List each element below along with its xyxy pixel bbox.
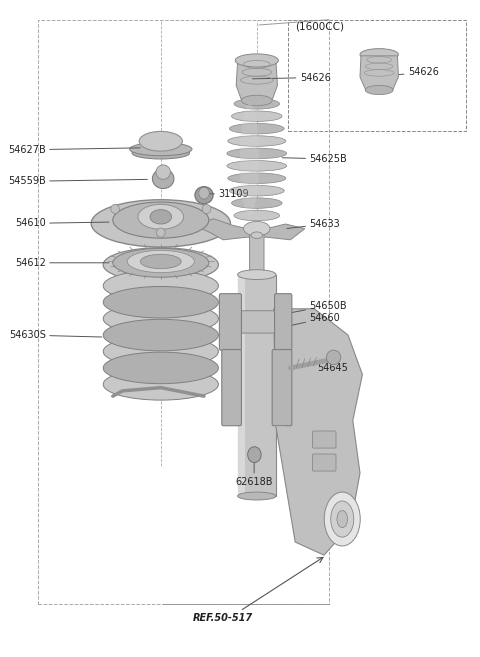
Ellipse shape	[229, 124, 284, 134]
Text: 54559B: 54559B	[8, 176, 147, 187]
Ellipse shape	[130, 143, 192, 156]
Ellipse shape	[331, 501, 354, 537]
Text: 54612: 54612	[15, 258, 109, 268]
Ellipse shape	[241, 95, 272, 106]
FancyBboxPatch shape	[312, 431, 336, 448]
Text: 54645: 54645	[317, 356, 348, 373]
Ellipse shape	[113, 202, 209, 238]
Text: REF.50-517: REF.50-517	[193, 612, 253, 623]
Ellipse shape	[240, 104, 259, 215]
Ellipse shape	[231, 111, 282, 122]
Text: 54633: 54633	[287, 219, 340, 229]
Ellipse shape	[227, 148, 287, 159]
FancyBboxPatch shape	[275, 294, 292, 350]
Ellipse shape	[156, 165, 170, 179]
Bar	[288, 20, 466, 131]
Polygon shape	[238, 275, 276, 496]
FancyBboxPatch shape	[312, 454, 336, 471]
Ellipse shape	[227, 160, 287, 171]
Ellipse shape	[199, 187, 209, 199]
Ellipse shape	[231, 198, 282, 208]
Ellipse shape	[228, 173, 286, 183]
FancyBboxPatch shape	[250, 233, 264, 278]
Ellipse shape	[326, 350, 341, 365]
Ellipse shape	[234, 99, 279, 109]
Ellipse shape	[156, 228, 165, 237]
Ellipse shape	[103, 286, 218, 318]
Ellipse shape	[365, 85, 393, 95]
Text: 54626: 54626	[390, 67, 439, 78]
Bar	[38, 20, 329, 604]
Ellipse shape	[234, 210, 279, 221]
Ellipse shape	[228, 136, 286, 147]
Text: 54625B: 54625B	[282, 154, 348, 164]
Ellipse shape	[103, 336, 218, 367]
Ellipse shape	[229, 185, 284, 196]
Ellipse shape	[103, 319, 218, 351]
Ellipse shape	[127, 250, 194, 273]
Text: 54660: 54660	[278, 313, 340, 328]
Polygon shape	[236, 62, 277, 100]
Ellipse shape	[337, 510, 348, 528]
Ellipse shape	[238, 269, 276, 280]
Ellipse shape	[140, 254, 181, 269]
Ellipse shape	[235, 54, 278, 67]
Text: (1600CC): (1600CC)	[295, 21, 344, 32]
Ellipse shape	[360, 49, 398, 60]
Text: 54627B: 54627B	[8, 145, 140, 155]
Ellipse shape	[103, 270, 218, 302]
Ellipse shape	[202, 204, 211, 214]
FancyBboxPatch shape	[237, 311, 277, 333]
Polygon shape	[238, 275, 245, 496]
Ellipse shape	[103, 352, 218, 384]
Polygon shape	[194, 219, 305, 240]
Ellipse shape	[91, 200, 230, 247]
Ellipse shape	[132, 147, 190, 159]
Ellipse shape	[195, 187, 213, 204]
Ellipse shape	[238, 492, 276, 500]
Ellipse shape	[103, 248, 218, 282]
Text: 54630S: 54630S	[9, 330, 102, 340]
Ellipse shape	[113, 248, 209, 277]
Ellipse shape	[111, 204, 120, 214]
FancyBboxPatch shape	[219, 294, 241, 350]
Polygon shape	[276, 309, 286, 427]
Ellipse shape	[251, 232, 263, 238]
Ellipse shape	[138, 204, 184, 229]
Ellipse shape	[103, 303, 218, 334]
Polygon shape	[360, 56, 398, 90]
Ellipse shape	[153, 169, 174, 189]
FancyBboxPatch shape	[272, 350, 292, 426]
Ellipse shape	[103, 369, 218, 400]
Ellipse shape	[139, 131, 182, 151]
Text: 54610: 54610	[15, 218, 109, 229]
Ellipse shape	[248, 447, 261, 463]
Ellipse shape	[324, 492, 360, 546]
Text: 31109: 31109	[202, 189, 249, 199]
Text: 54626: 54626	[252, 72, 331, 83]
Polygon shape	[274, 309, 362, 555]
FancyBboxPatch shape	[222, 350, 241, 426]
Ellipse shape	[244, 221, 270, 236]
Text: 62618B: 62618B	[235, 448, 273, 487]
Text: 54650B: 54650B	[278, 300, 347, 315]
Ellipse shape	[150, 210, 172, 224]
